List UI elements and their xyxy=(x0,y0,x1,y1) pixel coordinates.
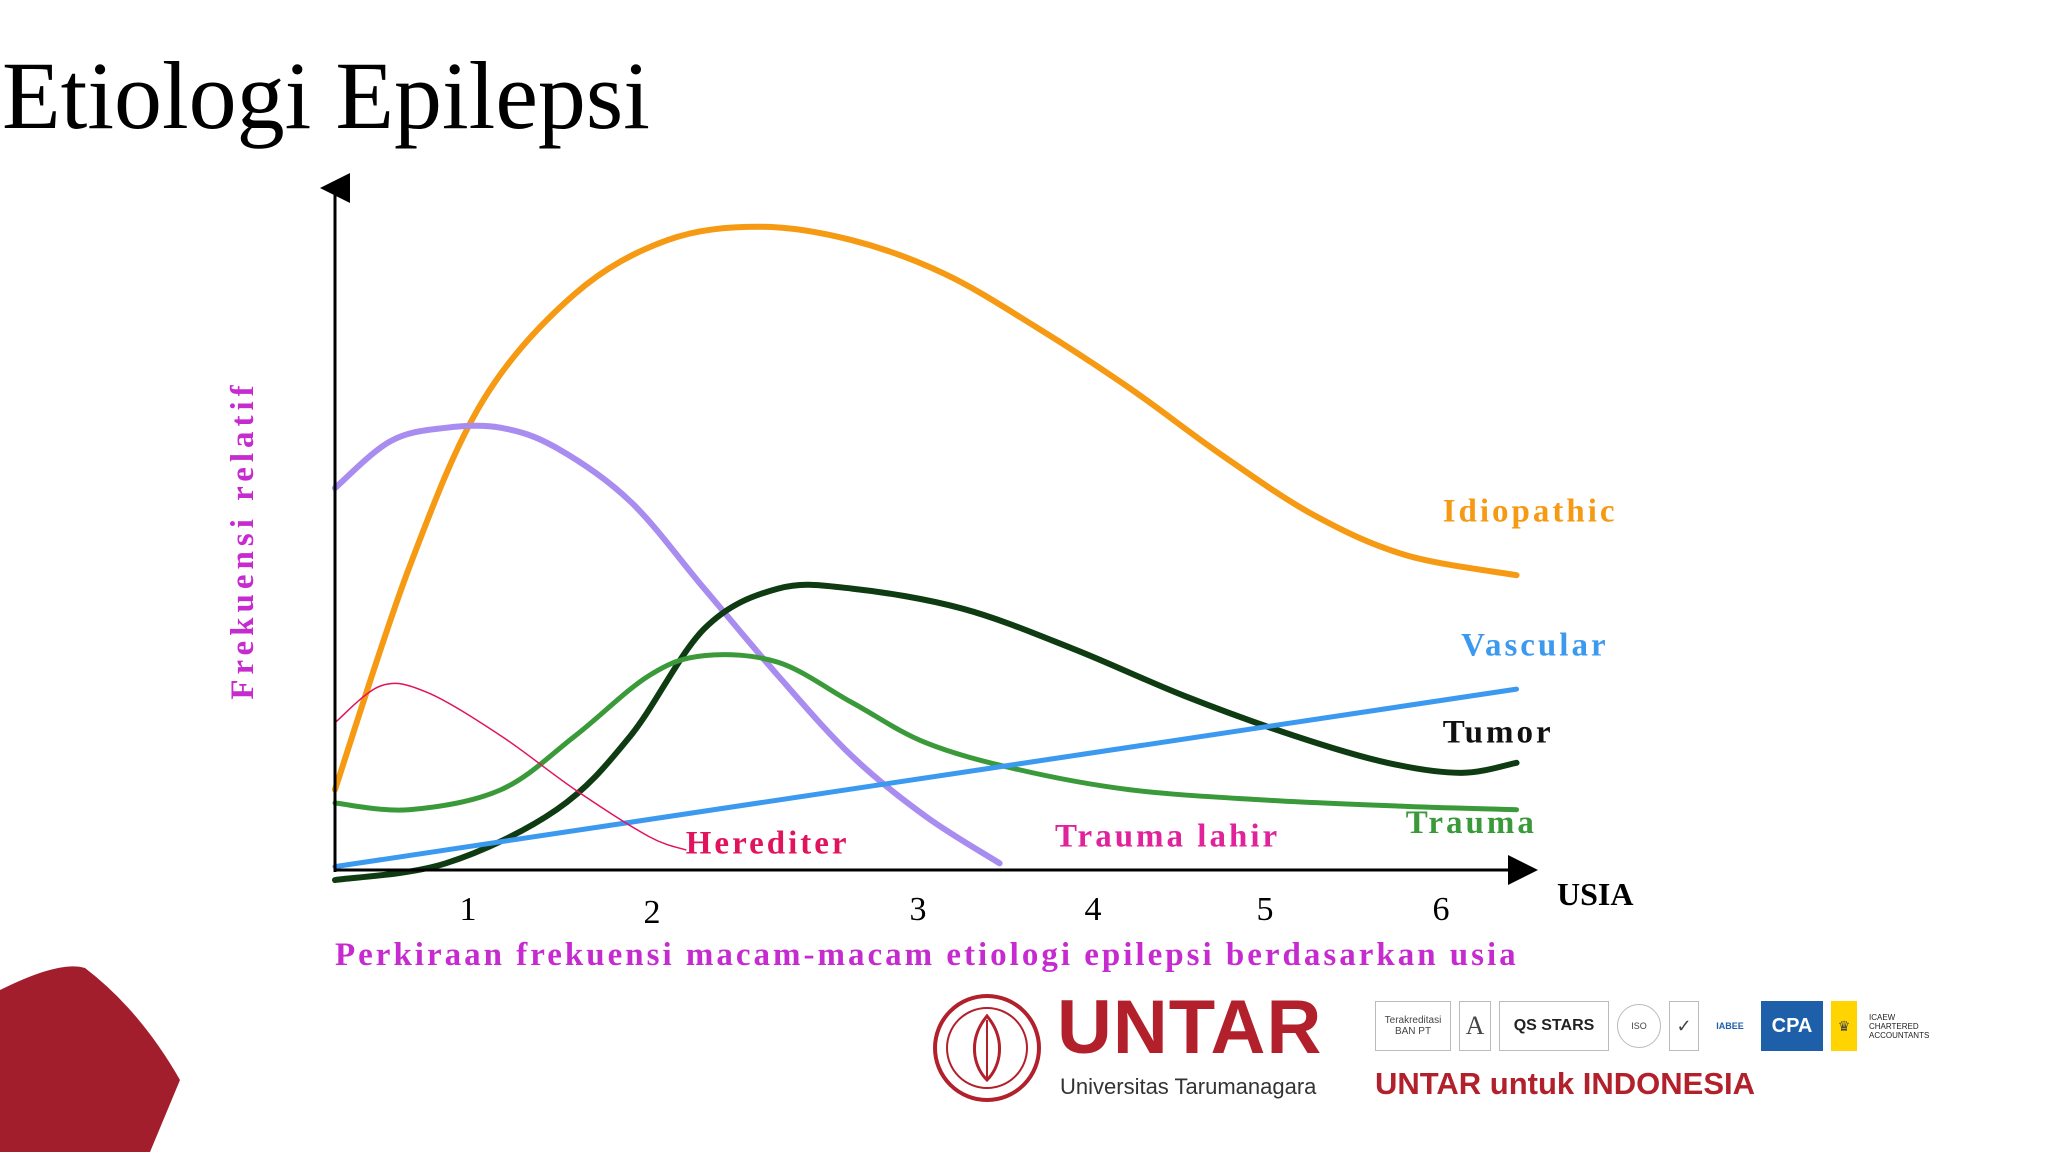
brand-name: UNTAR xyxy=(1057,985,1323,1070)
y-axis-title: Frekuensi relatif xyxy=(225,380,261,699)
series-line-herediter xyxy=(334,682,687,851)
check-icon: ✓ xyxy=(1669,1001,1699,1051)
x-tick-label: 1 xyxy=(460,891,477,928)
series-line-heredit-r xyxy=(332,422,1003,867)
series-label-idiopathic: Idiopathic xyxy=(1443,494,1618,530)
series-label-trauma: Trauma xyxy=(1406,805,1537,841)
series-label-tumor: Tumor xyxy=(1443,715,1554,751)
series-line-trauma xyxy=(332,652,1520,813)
x-tick-label: 3 xyxy=(910,891,927,928)
x-axis-title: USIA xyxy=(1557,876,1633,912)
iso-badge: ISO xyxy=(1617,1004,1661,1048)
x-tick-label: 4 xyxy=(1085,891,1102,928)
series-label-trauma-lahir: Trauma lahir xyxy=(1055,819,1280,855)
x-tick-label: 5 xyxy=(1257,891,1274,928)
series-label-herediter: Herediter xyxy=(686,825,850,861)
cpa-badge: CPA xyxy=(1761,1001,1823,1051)
iabee-badge: IABEE xyxy=(1707,1001,1753,1051)
etiology-chart: 1 2 3 4 5 6 Idiopathic Tumor Trauma Vascular Here… xyxy=(225,173,1633,973)
iabee-label: IABEE xyxy=(1716,1021,1744,1031)
x-tick-label: 2 xyxy=(644,894,661,931)
accreditation-badges: Terakreditasi BAN PT A QS STARS ISO ✓ IA… xyxy=(1375,998,1945,1054)
series-line-idiopathic xyxy=(332,223,1520,793)
slide-title: Etiologi Epilepsi xyxy=(2,42,650,149)
grade-badge: A xyxy=(1459,1001,1491,1051)
untar-emblem-icon xyxy=(933,994,1041,1102)
chart-caption: Perkiraan frekuensi macam-macam etiologi… xyxy=(335,937,1519,973)
icaew-badge: ICAEW CHARTERED ACCOUNTANTS xyxy=(1869,1012,1930,1040)
crest-icon: ♛ xyxy=(1831,1001,1857,1051)
tagline: UNTAR untuk INDONESIA xyxy=(1375,1066,1756,1101)
series-label-vascular: Vascular xyxy=(1461,628,1608,664)
brand-subtitle: Universitas Tarumanagara xyxy=(1060,1074,1317,1099)
x-tick-label: 6 xyxy=(1433,891,1450,928)
qs-stars-badge: QS STARS xyxy=(1499,1001,1609,1051)
series-line-tumor xyxy=(332,581,1520,884)
ban-pt-badge: Terakreditasi BAN PT xyxy=(1375,1001,1451,1051)
series-line-vascular xyxy=(332,686,1520,870)
footer-branding: UNTAR Universitas Tarumanagara Terakredi… xyxy=(925,990,2015,1110)
